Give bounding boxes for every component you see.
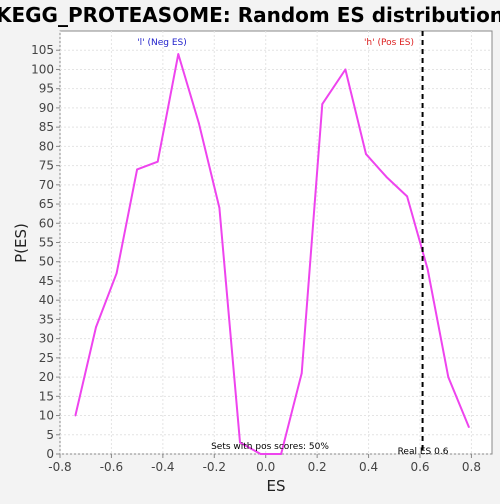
y-tick-label: 90 [39,101,54,115]
y-tick-label: 50 [39,255,54,269]
y-tick-label: 60 [39,216,54,230]
data-point [156,160,159,163]
data-point [385,176,388,179]
pos-es-label: 'h' (Pos ES) [364,38,414,48]
data-point [239,441,241,444]
y-tick-label: 105 [31,43,54,57]
x-tick-label: -0.4 [151,460,174,474]
x-tick-label: -0.2 [203,460,226,474]
series-layer [74,53,470,455]
data-point [115,272,118,275]
y-tick-label: 35 [39,312,54,326]
data-point [74,414,77,417]
y-tick-label: 85 [39,120,54,134]
y-tick-label: 40 [39,293,54,307]
y-axis-title: P(ES) [12,223,30,263]
y-tick-label: 10 [39,409,54,423]
data-point [95,326,97,328]
data-point [365,153,367,155]
data-point [300,372,303,375]
y-tick-label: 55 [39,236,54,250]
y-tick-label: 5 [46,428,54,442]
axes: 0 5 10 15 20 25 30 35 40 45 50 55 60 65 70 75 80 85 90 95 10… [31,43,481,474]
y-tick-label: 30 [39,332,54,346]
x-axis-title: ES [267,477,286,495]
x-tick-label: 0.6 [410,460,429,474]
data-point [406,195,409,198]
x-tick-label: -0.6 [100,460,123,474]
data-point [197,122,200,125]
y-tick-label: 15 [39,389,54,403]
x-tick-label: 0.8 [462,460,481,474]
neg-es-label: 'l' (Neg ES) [137,38,187,48]
data-point [447,376,450,378]
x-tick-label: 0.4 [359,460,378,474]
y-tick-label: 95 [39,82,54,96]
series-line-0 [74,53,470,455]
data-point [344,68,347,71]
data-point [136,168,139,171]
y-tick-label: 0 [46,447,54,461]
y-tick-label: 80 [39,139,54,153]
x-tick-label: -0.8 [48,460,71,474]
x-tick-label: 0.0 [256,460,275,474]
real-es-label: Real ES 0.6 [398,447,449,457]
data-point [321,103,324,105]
y-tick-label: 70 [39,178,54,192]
chart-title: KEGG_PROTEASOME: Random ES distribution [0,3,500,27]
sets-pos-scores-label: Sets with pos scores: 50% [211,442,329,452]
data-point [259,453,262,455]
y-tick-label: 25 [39,351,54,365]
data-point [467,426,470,428]
data-point [177,53,180,55]
y-tick-label: 100 [31,62,54,76]
data-point [280,453,283,455]
y-tick-label: 65 [39,197,54,211]
data-point [218,206,221,209]
x-tick-label: 0.2 [308,460,327,474]
y-tick-label: 75 [39,159,54,173]
data-point [426,268,429,271]
y-tick-label: 45 [39,274,54,288]
y-tick-label: 20 [39,370,54,384]
